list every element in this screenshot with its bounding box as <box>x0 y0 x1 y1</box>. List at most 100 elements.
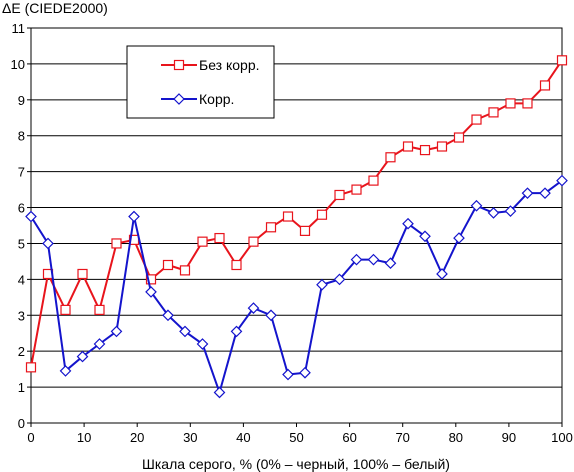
data-point <box>471 114 482 125</box>
data-point <box>25 362 37 373</box>
data-point <box>539 80 551 91</box>
y-tick-label: 1 <box>18 380 25 395</box>
data-point <box>162 259 174 271</box>
data-point <box>367 253 380 266</box>
x-tick-label: 50 <box>289 430 303 445</box>
y-axis-label: ΔE (CIEDE2000) <box>2 0 108 16</box>
y-tick-label: 4 <box>18 272 25 287</box>
x-tick-labels: 0 10 20 30 40 50 60 70 80 90 100 <box>27 423 573 445</box>
data-point <box>179 265 191 276</box>
data-point <box>487 207 500 219</box>
data-point <box>25 210 37 223</box>
data-point <box>351 184 362 195</box>
data-point <box>265 309 277 322</box>
y-tick-label: 9 <box>18 93 25 108</box>
data-point <box>521 187 534 200</box>
x-tick-label: 40 <box>236 430 250 445</box>
data-point <box>505 98 516 109</box>
data-point <box>179 325 191 338</box>
data-point <box>197 236 208 247</box>
data-point <box>77 268 88 280</box>
x-axis-label: Шкала серого, % (0% – черный, 100% – бел… <box>142 456 450 472</box>
data-point <box>316 278 328 291</box>
series-group <box>25 55 568 399</box>
x-tick-label: 60 <box>342 430 356 445</box>
data-point <box>368 175 379 186</box>
x-tick-label: 0 <box>27 430 34 445</box>
data-point <box>76 350 89 363</box>
y-tick-label: 3 <box>18 308 25 323</box>
x-tick-label: 10 <box>77 430 91 445</box>
data-point <box>282 211 294 222</box>
y-tick-label: 8 <box>18 129 25 144</box>
y-tick-label: 7 <box>18 165 25 180</box>
data-point <box>110 325 123 338</box>
data-point <box>556 174 568 187</box>
data-point <box>385 152 396 163</box>
plot-frame <box>30 27 563 424</box>
data-point <box>60 304 71 315</box>
data-point <box>522 98 533 109</box>
data-point <box>145 274 157 285</box>
series-1 <box>25 55 568 373</box>
data-point <box>214 232 225 244</box>
data-point <box>453 232 465 244</box>
y-tick-label: 2 <box>18 344 25 359</box>
series-line <box>30 59 563 368</box>
data-point <box>436 268 448 280</box>
x-tick-label: 20 <box>130 430 144 445</box>
y-tick-label: 6 <box>18 201 25 216</box>
data-point <box>470 199 483 212</box>
data-point <box>453 132 465 143</box>
x-tick-label: 90 <box>502 430 516 445</box>
data-point <box>213 386 226 399</box>
legend: Без корр. Корр. <box>126 45 275 119</box>
data-point <box>42 237 54 250</box>
x-tick-label: 80 <box>449 430 463 445</box>
data-point <box>316 209 328 220</box>
data-point <box>556 55 568 66</box>
legend-label: Корр. <box>199 91 234 107</box>
data-point <box>402 217 414 230</box>
series-line <box>30 179 563 394</box>
data-point <box>419 144 431 156</box>
data-point <box>504 205 517 217</box>
legend-marker <box>173 93 185 105</box>
data-point <box>402 141 414 152</box>
grid-lines <box>31 27 562 424</box>
data-point <box>247 302 260 314</box>
y-tick-labels: 0 1 2 3 4 5 6 7 8 9 10 11 <box>11 21 31 431</box>
data-point <box>162 309 174 322</box>
data-point <box>230 325 243 338</box>
data-point <box>128 210 140 223</box>
y-tick-label: 11 <box>12 21 26 36</box>
data-point <box>248 236 259 247</box>
y-tick-label: 10 <box>11 57 25 72</box>
data-point <box>94 304 105 315</box>
data-point <box>111 238 122 249</box>
data-point <box>265 222 277 233</box>
data-point <box>231 259 242 271</box>
data-point <box>419 230 431 243</box>
data-point <box>488 107 499 118</box>
x-tick-label: 100 <box>551 430 573 445</box>
data-point <box>59 365 72 377</box>
data-point <box>299 366 311 379</box>
y-tick-label: 5 <box>18 236 25 251</box>
legend-label: Без корр. <box>199 57 260 73</box>
data-point <box>334 189 345 201</box>
data-point <box>350 253 363 266</box>
data-point <box>333 273 346 286</box>
legend-marker <box>173 59 185 71</box>
x-tick-label: 30 <box>183 430 197 445</box>
data-point <box>436 141 448 152</box>
x-tick-label: 70 <box>395 430 409 445</box>
legend-box <box>126 45 275 119</box>
data-point <box>93 338 106 350</box>
data-point <box>299 225 311 236</box>
data-point <box>539 187 551 200</box>
data-point <box>196 338 209 350</box>
data-point <box>145 286 157 298</box>
data-point <box>282 368 294 381</box>
y-tick-label: 0 <box>18 416 25 431</box>
